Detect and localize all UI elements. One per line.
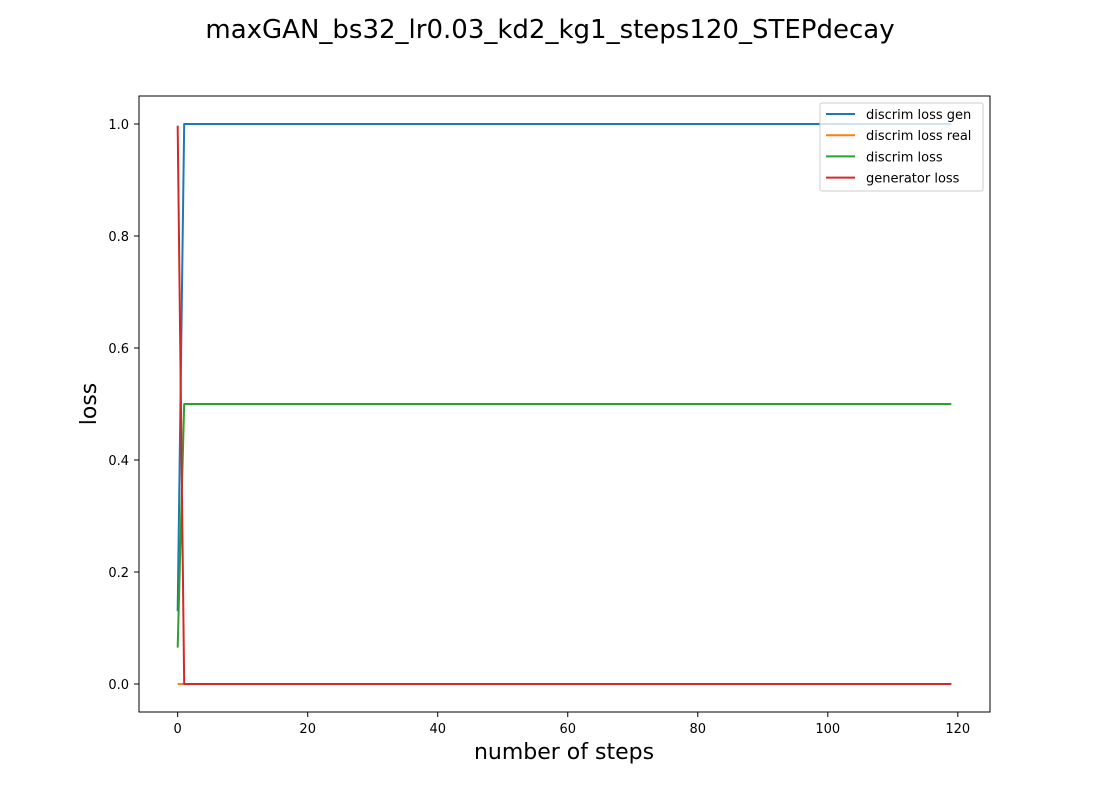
x-tick-label: 80 (690, 722, 707, 737)
x-tick-label: 0 (174, 722, 182, 737)
x-tick-label: 20 (299, 722, 316, 737)
legend: discrim loss gen discrim loss real discrim… (819, 102, 984, 192)
y-tick-label: 0.8 (108, 230, 129, 245)
x-axis-title: number of steps (474, 740, 654, 765)
x-tick-label: 40 (429, 722, 446, 737)
series-line-discrim-loss (176, 403, 952, 648)
chart-title: maxGAN_bs32_lr0.03_kd2_kg1_steps120_STEP… (205, 15, 894, 45)
legend-label-discrim-loss-gen: discrim loss gen (866, 108, 971, 123)
legend-label-discrim-loss: discrim loss (866, 150, 943, 165)
x-tick-label: 100 (815, 722, 840, 737)
y-axis: 0.0 0.2 0.4 0.6 0.8 1.0 (108, 118, 139, 693)
x-axis: 0 20 40 60 80 100 120 (174, 712, 970, 737)
x-tick-label: 60 (559, 722, 576, 737)
legend-label-discrim-loss-real: discrim loss real (866, 129, 971, 144)
plot-frame (138, 95, 991, 713)
legend-label-generator-loss: generator loss (866, 172, 960, 187)
y-axis-title: loss (77, 383, 102, 426)
legend-box (819, 102, 984, 192)
series-line-discrim-loss-gen (176, 123, 952, 612)
y-tick-label: 1.0 (108, 118, 129, 133)
series-lines (176, 123, 952, 685)
y-tick-label: 0.2 (108, 566, 129, 581)
series-line-generator-loss (176, 125, 952, 685)
y-tick-label: 0.6 (108, 342, 129, 357)
y-tick-label: 0.4 (108, 454, 129, 469)
x-tick-label: 120 (945, 722, 970, 737)
y-tick-label: 0.0 (108, 678, 129, 693)
